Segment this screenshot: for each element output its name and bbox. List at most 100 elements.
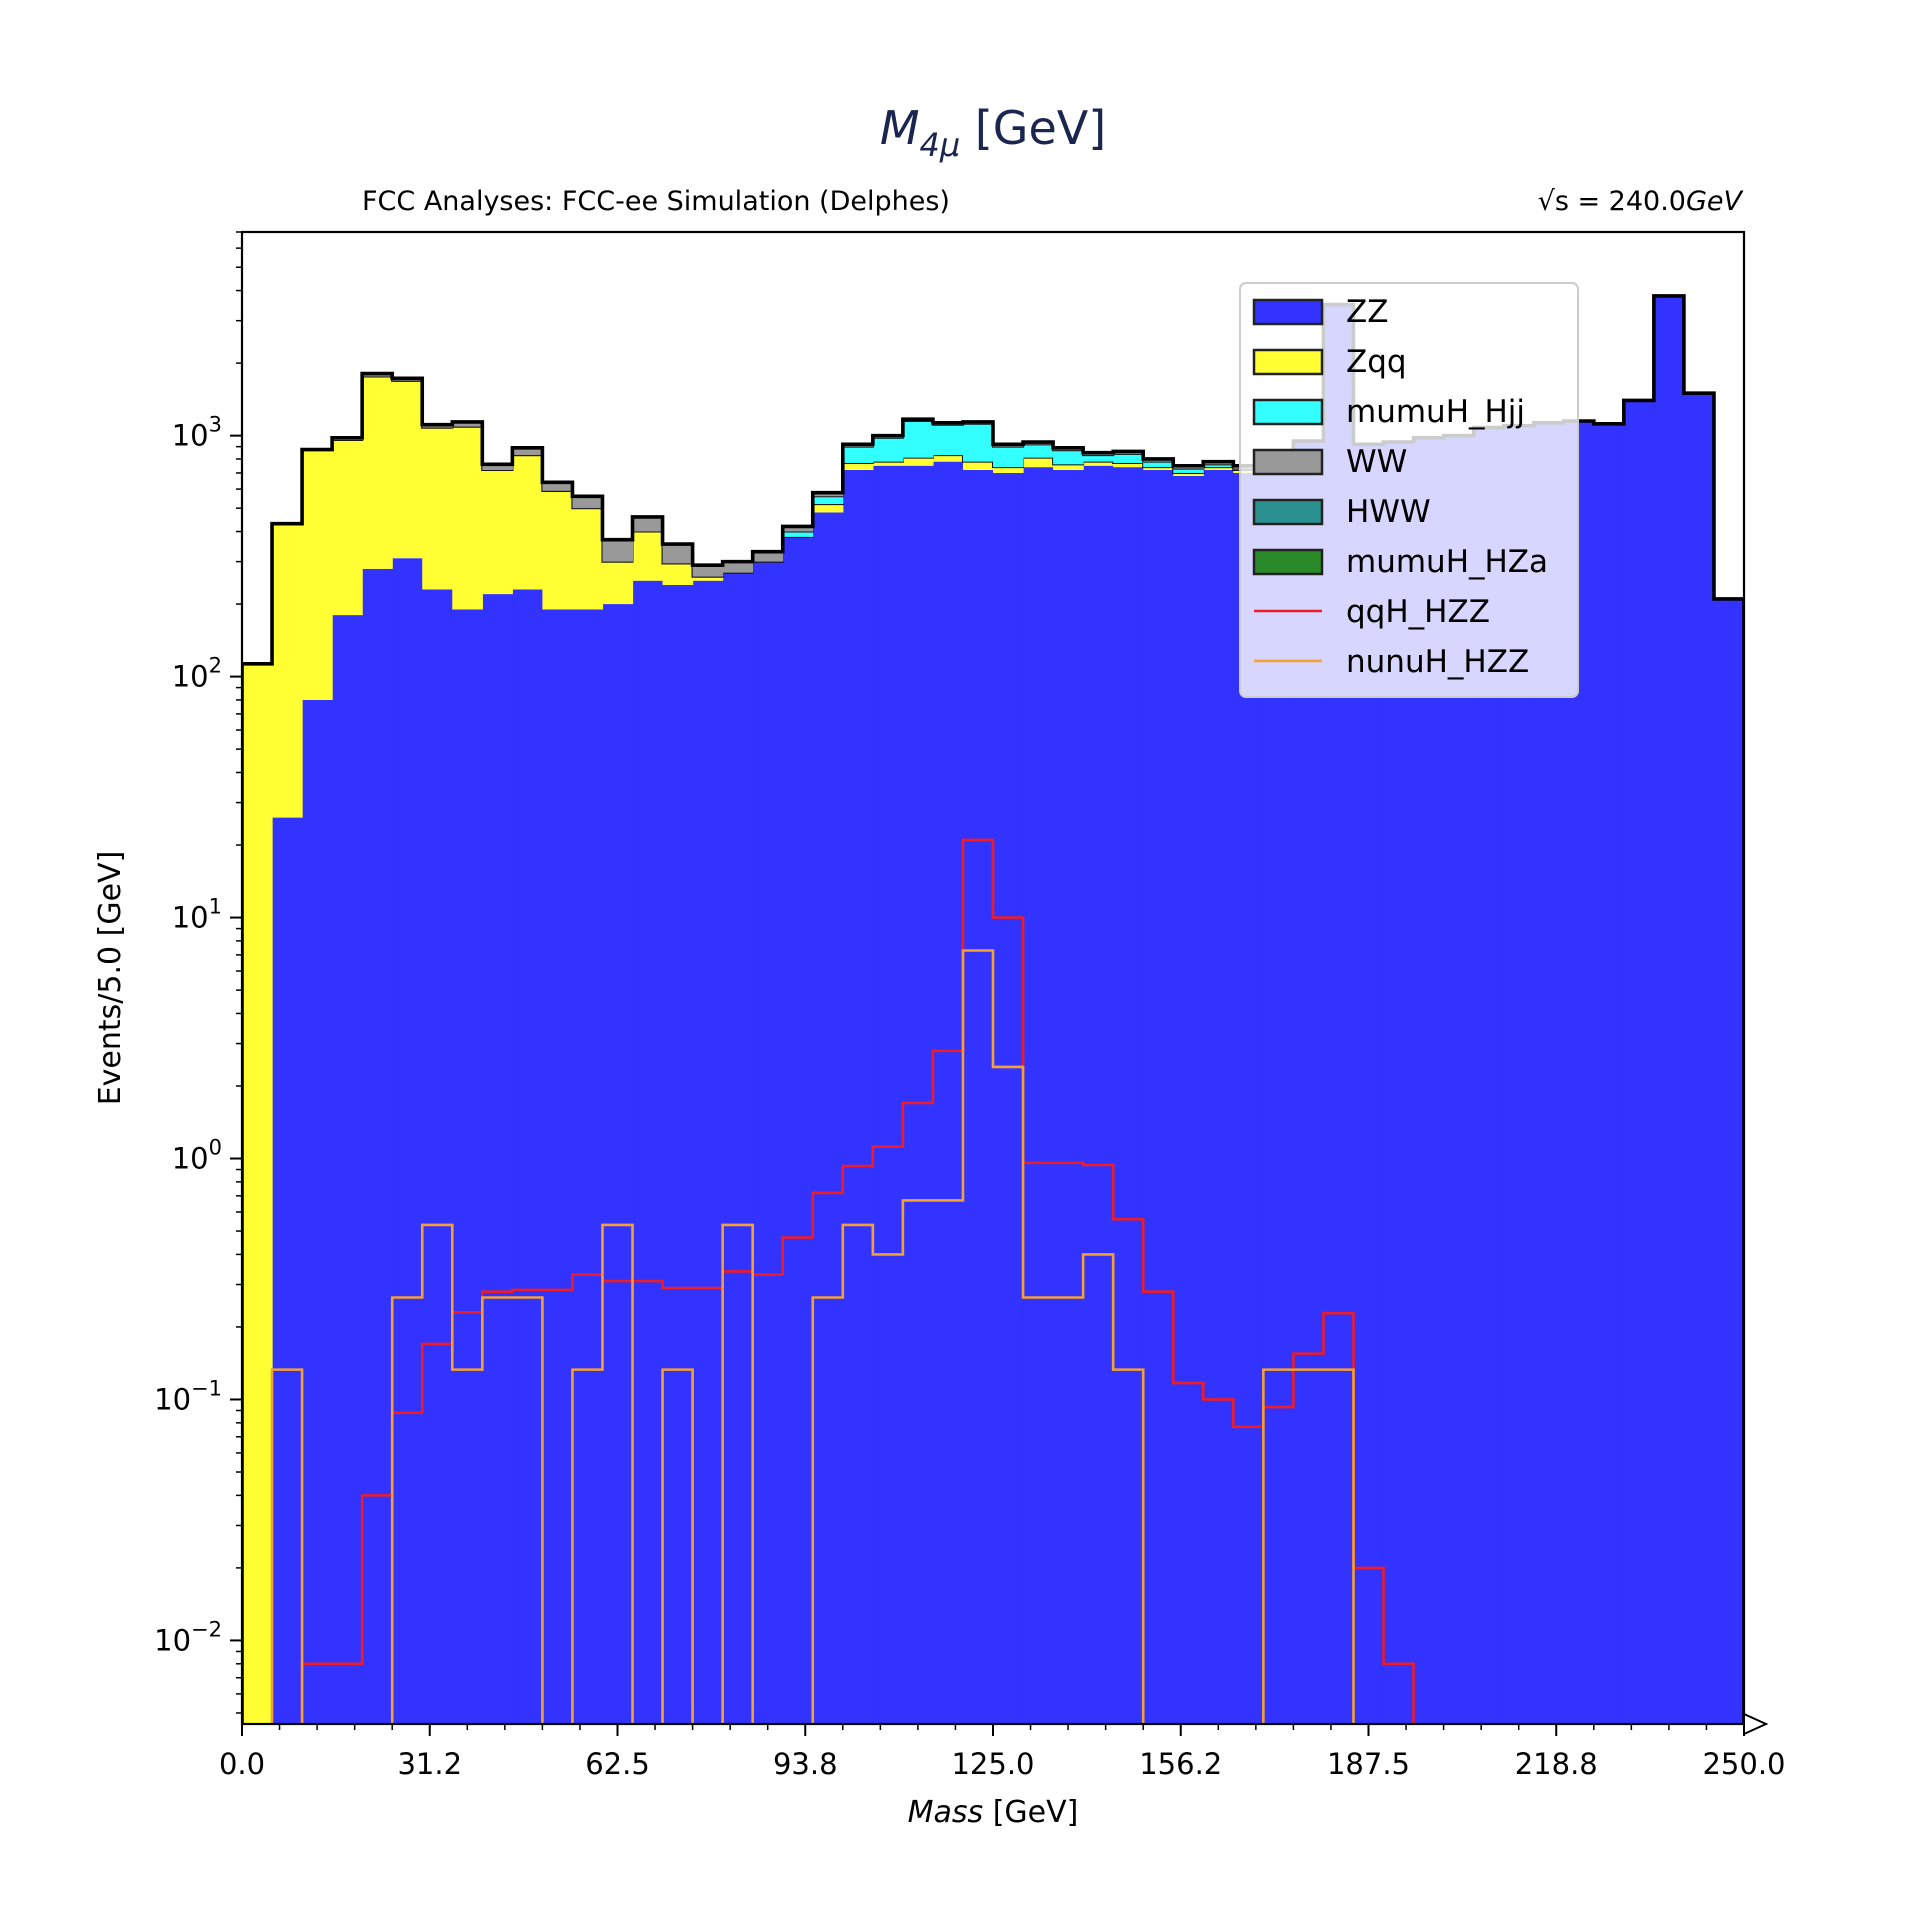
legend-label-mumuh-hza: mumuH_HZa (1346, 544, 1548, 580)
bar-zz-bin-49 (1713, 598, 1744, 1724)
bar-ww-bin-7 (452, 421, 483, 427)
x-tick-label: 0.0 (219, 1747, 265, 1781)
y-tick-label: 103 (172, 413, 222, 453)
bar-zz-bin-8 (482, 594, 513, 1724)
x-axis-ticks: 0.0 31.2 62.5 93.8 125.0 156.2 187.5 218.8 250.0 (219, 1724, 1786, 1781)
bar-ww-bin-13 (632, 516, 664, 532)
bar-zz-bin-17 (752, 561, 784, 1724)
bar-zqq-bin-6 (422, 427, 453, 590)
bar-zz-bin-22 (902, 465, 934, 1724)
bar-zz-bin-16 (722, 572, 754, 1724)
bar-zqq-bin-9 (512, 455, 543, 590)
x-tick-label: 156.2 (1139, 1747, 1222, 1781)
bar-ww-bin-15 (692, 565, 724, 577)
bar-zz-bin-32 (1203, 470, 1234, 1724)
bar-zz-bin-6 (422, 589, 453, 1724)
bar-zqq-bin-22 (902, 457, 934, 466)
legend-swatch-mumuh-hza (1252, 548, 1324, 576)
x-tick-label: 93.8 (773, 1747, 838, 1781)
bar-zz-bin-10 (542, 609, 574, 1724)
x-tick-label: 62.5 (585, 1747, 650, 1781)
bar-zqq-bin-1 (272, 523, 303, 818)
legend-label-ww: WW (1346, 444, 1407, 480)
bar-zqq-bin-4 (362, 376, 393, 569)
bar-ww-bin-18 (782, 526, 814, 532)
bar-zz-bin-29 (1113, 467, 1144, 1724)
y-tick-label: 101 (172, 895, 222, 935)
legend-label-qqh-hzz: qqH_HZZ (1346, 594, 1490, 630)
bar-zqq-bin-27 (1053, 464, 1084, 471)
bar-zz-bin-21 (872, 465, 904, 1724)
x-axis-arrow-icon (1743, 1712, 1769, 1736)
subtitle-left: FCC Analyses: FCC-ee Simulation (Delphes… (362, 186, 950, 217)
bar-ww-bin-8 (482, 464, 513, 471)
legend-box (1239, 282, 1579, 698)
bar-zqq-bin-30 (1143, 467, 1174, 471)
legend-label-nunuh-hzz: nunuH_HZZ (1346, 644, 1529, 680)
bar-zz-bin-4 (362, 568, 393, 1724)
bar-zqq-bin-28 (1083, 461, 1114, 466)
bar-zz-bin-3 (332, 615, 363, 1724)
bar-zz-bin-13 (632, 580, 664, 1724)
bar-mumuh-hjj-bin-22 (902, 421, 934, 458)
bar-ww-bin-12 (602, 539, 634, 562)
bar-zz-bin-15 (692, 580, 724, 1724)
bar-zqq-bin-7 (452, 426, 483, 610)
bar-zqq-bin-2 (302, 449, 333, 700)
bar-zqq-bin-31 (1173, 472, 1204, 476)
bar-ww-bin-14 (662, 544, 694, 564)
legend-label-hww: HWW (1346, 494, 1431, 530)
x-tick-label: 250.0 (1702, 1747, 1785, 1781)
bar-mumuh-hjj-bin-23 (932, 424, 964, 456)
line-nunuh-hzz (270, 949, 1355, 1724)
bar-zqq-bin-29 (1113, 462, 1144, 468)
bar-zz-bin-9 (512, 589, 543, 1724)
line-qqh-hzz (300, 838, 1415, 1724)
chart-title: M4μ [GeV] (880, 101, 1106, 164)
bar-zz-bin-24 (962, 470, 994, 1724)
bar-mumuh-hjj-bin-31 (1173, 468, 1204, 473)
overlay-lines (270, 838, 1415, 1724)
legend-swatch-zqq (1252, 348, 1324, 376)
x-tick-label: 218.8 (1515, 1747, 1598, 1781)
bar-mumuh-hjj-bin-21 (872, 437, 904, 462)
bar-zqq-bin-13 (632, 531, 664, 581)
legend-label-zz: ZZ (1346, 294, 1388, 330)
bar-zz-bin-14 (662, 584, 694, 1724)
bar-zz-bin-31 (1173, 475, 1204, 1724)
bar-zqq-bin-20 (842, 462, 874, 471)
bar-mumuh-hjj-bin-28 (1083, 455, 1114, 462)
bar-zqq-bin-21 (872, 461, 904, 466)
subtitle-right: √s = 240.0GeV (1538, 186, 1745, 217)
bar-zqq-bin-10 (542, 490, 574, 610)
y-tick-label: 102 (172, 654, 222, 694)
bar-zqq-bin-32 (1203, 467, 1234, 471)
y-axis-label: Events/5.0 [GeV] (93, 851, 128, 1106)
bar-ww-bin-10 (542, 482, 574, 491)
bar-mumuh-hjj-bin-26 (1023, 444, 1054, 458)
bar-zz-bin-30 (1143, 470, 1174, 1724)
x-tick-label: 31.2 (397, 1747, 462, 1781)
bar-zqq-bin-23 (932, 455, 964, 462)
y-tick-label: 100 (172, 1136, 222, 1176)
bar-zz-bin-27 (1053, 470, 1084, 1724)
bar-mumuh-hjj-bin-30 (1143, 461, 1174, 468)
bar-mumuh-hjj-bin-25 (993, 446, 1024, 468)
legend-label-zqq: Zqq (1346, 344, 1407, 380)
bar-zz-bin-5 (392, 558, 423, 1724)
bar-zz-bin-45 (1593, 423, 1625, 1724)
bar-zz-bin-12 (602, 604, 634, 1724)
bar-mumuh-hjj-bin-20 (842, 446, 874, 463)
bar-zz-bin-20 (842, 470, 874, 1724)
x-tick-label: 125.0 (951, 1747, 1034, 1781)
bar-mumuh-hjj-bin-24 (962, 423, 994, 462)
bar-zqq-bin-11 (572, 508, 604, 610)
bar-ww-bin-9 (512, 447, 543, 456)
bar-zqq-bin-12 (602, 561, 634, 605)
legend: ZZ Zqq mumuH_Hjj WW HWW mumuH_HZa qqH_HZZ nunuH… (1239, 282, 1579, 698)
bar-zqq-bin-5 (392, 380, 423, 559)
x-tick-label: 187.5 (1327, 1747, 1410, 1781)
bar-zz-bin-47 (1653, 295, 1685, 1724)
bar-ww-bin-16 (722, 561, 754, 573)
